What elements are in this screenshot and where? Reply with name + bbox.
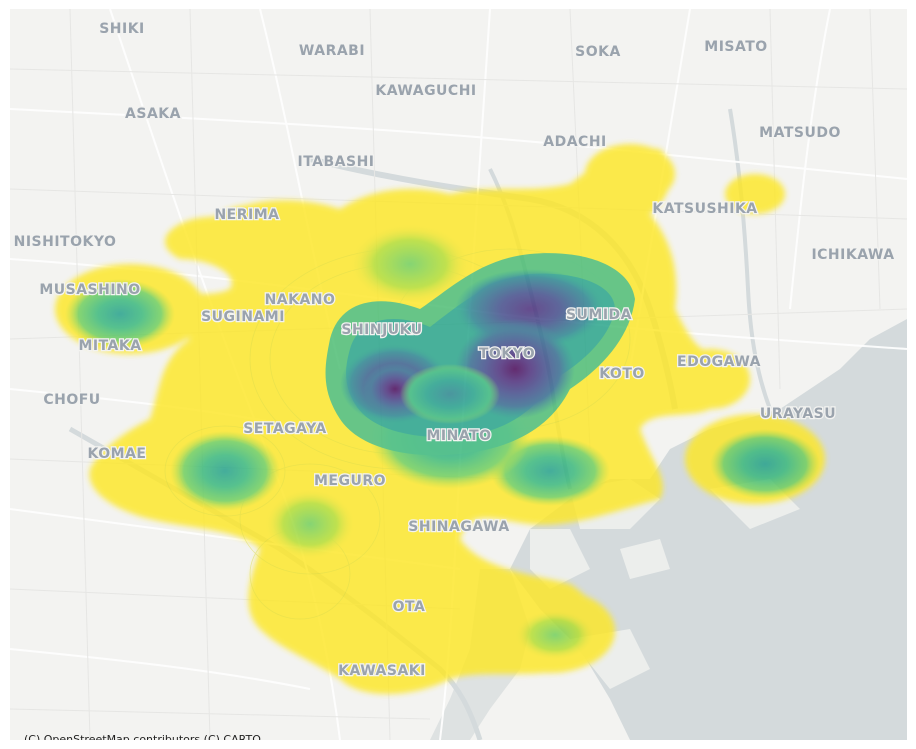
place-label-tokyo: TOKYO (479, 346, 535, 362)
place-label-setagaya: SETAGAYA (243, 421, 327, 437)
place-label-soka: SOKA (575, 44, 621, 60)
place-label-shinjuku: SHINJUKU (341, 322, 422, 338)
map-frame[interactable]: SHIKI WARABI SOKA MISATO KAWAGUCHI ASAKA ADACH… (10, 9, 907, 740)
place-label-matsudo: MATSUDO (759, 125, 841, 141)
map-canvas[interactable]: SHIKI WARABI SOKA MISATO KAWAGUCHI ASAKA ADACH… (10, 9, 907, 740)
place-label-koto: KOTO (599, 366, 645, 382)
place-label-komae: KOMAE (88, 446, 147, 462)
place-label-adachi: ADACHI (543, 134, 607, 150)
place-label-chofu: CHOFU (43, 392, 100, 408)
place-label-shiki: SHIKI (99, 21, 145, 37)
place-label-ichikawa: ICHIKAWA (811, 247, 894, 263)
place-label-kawasaki: KAWASAKI (338, 663, 426, 679)
place-label-musashino: MUSASHINO (39, 282, 140, 298)
place-label-nakano: NAKANO (265, 292, 336, 308)
place-label-shinagawa: SHINAGAWA (408, 519, 509, 535)
density-heatmap (55, 144, 825, 694)
place-label-suginami: SUGINAMI (201, 309, 285, 325)
place-label-asaka: ASAKA (125, 106, 181, 122)
place-label-urayasu: URAYASU (760, 406, 836, 422)
place-label-itabashi: ITABASHI (297, 154, 374, 170)
place-label-ota: OTA (393, 599, 426, 615)
place-label-katsushika: KATSUSHIKA (652, 201, 757, 217)
place-label-nishitokyo: NISHITOKYO (14, 234, 117, 250)
place-labels: SHIKI WARABI SOKA MISATO KAWAGUCHI ASAKA ADACH… (12, 20, 895, 681)
place-label-edogawa: EDOGAWA (677, 354, 761, 370)
place-label-nerima: NERIMA (214, 207, 279, 223)
place-label-mitaka: MITAKA (78, 338, 141, 354)
place-label-kawaguchi: KAWAGUCHI (375, 83, 476, 99)
place-label-warabi: WARABI (299, 43, 365, 59)
place-label-minato: MINATO (426, 428, 491, 444)
heatmap-high-density (325, 253, 635, 456)
place-label-misato: MISATO (704, 39, 767, 55)
place-label-sumida: SUMIDA (566, 307, 632, 323)
map-attribution: (C) OpenStreetMap contributors (C) CARTO (24, 733, 261, 740)
place-label-meguro: MEGURO (314, 473, 386, 489)
edogawa-river (728, 108, 772, 410)
